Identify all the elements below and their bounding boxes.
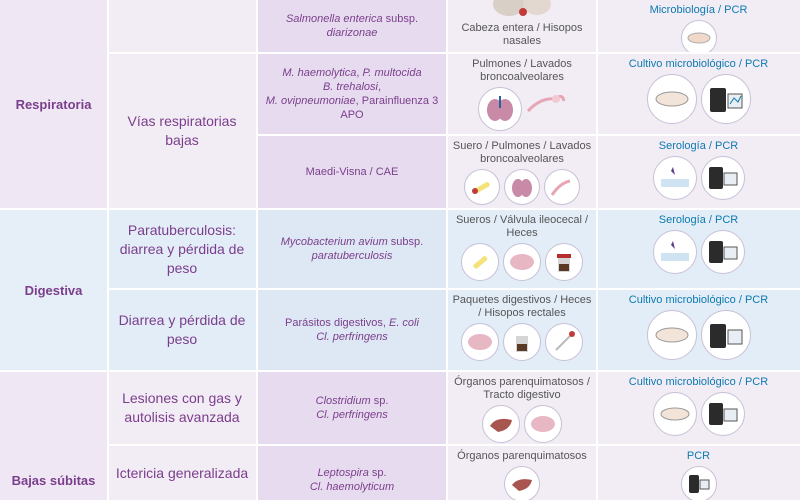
sample-text: Paquetes digestivos / Heces / Hisopos re… — [452, 294, 592, 319]
petri-dish-icon — [646, 74, 697, 124]
sample-text: Suero / Pulmones / Lavados broncoalveola… — [452, 140, 592, 165]
subsystem-cell: Diarrea y pérdida de peso — [107, 290, 257, 370]
subsystem-cell — [107, 0, 257, 52]
lavage-tube-icon — [544, 169, 580, 205]
agent-cell: Clostridium sp. Cl. perfringens — [257, 372, 447, 444]
row-divider — [107, 52, 800, 54]
liver-icon — [482, 405, 520, 443]
sample-text: Órganos parenquimatosos — [457, 450, 587, 462]
intestine-icon — [524, 405, 562, 443]
agent-text: Parásitos digestivos, E. coli Cl. perfrin… — [285, 317, 419, 343]
row-divider — [107, 288, 800, 290]
system-respiratoria: Respiratoria — [15, 96, 92, 112]
pcr-machine-icon — [680, 466, 717, 500]
agent-text: Salmonella enterica subsp. diarizonae — [285, 13, 419, 39]
column-divider — [107, 0, 109, 500]
blood-tube-icon — [464, 169, 500, 205]
subsystem-text: Paratuberculosis: diarrea y pérdida de p… — [119, 221, 245, 276]
feces-jar-icon — [503, 323, 541, 361]
technique-text: Serología / PCR — [658, 214, 739, 226]
technique-text: Cultivo microbiológico / PCR — [628, 58, 769, 70]
subsystem-cell: Lesiones con gas y autolisis avanzada — [107, 372, 257, 444]
elisa-plate-icon — [652, 156, 697, 200]
agent-cell: M. haemolytica, P. multocida B. trehalosi… — [257, 54, 447, 134]
agent-text: Clostridium sp. Cl. perfringens — [315, 395, 389, 421]
sample-cell: Sueros / Válvula ileocecal / Heces — [447, 210, 597, 288]
sample-cell: Órganos parenquimatosos / Tracto digesti… — [447, 372, 597, 444]
technique-cell: Cultivo microbiológico / PCR — [597, 290, 800, 370]
lavage-tube-icon — [526, 94, 566, 113]
technique-text: Cultivo microbiológico / PCR — [628, 376, 769, 388]
technique-text: Cultivo microbiológico / PCR — [628, 294, 769, 306]
sample-cell: Cabeza entera / Hisopos nasales — [447, 0, 597, 52]
row-divider — [107, 444, 800, 446]
pcr-machine-icon — [700, 230, 745, 274]
agent-cell: Leptospira sp. Cl. haemolyticum — [257, 446, 447, 500]
sample-cell: Paquetes digestivos / Heces / Hisopos re… — [447, 290, 597, 370]
technique-cell: PCR — [597, 446, 800, 500]
liver-icon — [504, 466, 540, 500]
agent-text: Maedi-Visna / CAE — [305, 166, 399, 178]
pcr-machine-icon — [700, 156, 745, 200]
row-divider — [257, 134, 800, 136]
technique-text: PCR — [686, 450, 711, 462]
petri-dish-icon — [680, 20, 717, 56]
column-divider — [446, 0, 448, 500]
technique-text: Microbiología / PCR — [649, 4, 748, 16]
band-divider — [0, 208, 800, 210]
pcr-machine-icon — [700, 392, 745, 436]
sample-text: Sueros / Válvula ileocecal / Heces — [455, 214, 589, 239]
subsystem-cell: Ictericia generalizada — [107, 446, 257, 500]
pcr-machine-icon — [700, 74, 751, 124]
petri-dish-icon — [646, 310, 697, 360]
elisa-plate-icon — [652, 230, 697, 274]
pcr-machine-icon — [700, 310, 751, 360]
sheep-head-icon — [493, 0, 551, 16]
subsystem-cell: Paratuberculosis: diarrea y pérdida de p… — [107, 210, 257, 288]
system-bajas-subitas: Bajas súbitas — [11, 472, 96, 488]
feces-jar-icon — [545, 243, 583, 281]
agent-text: M. haemolytica, P. multocida B. trehalosi… — [265, 67, 439, 121]
subsystem-text: Ictericia generalizada — [115, 464, 249, 481]
intestine-icon — [461, 323, 499, 361]
technique-cell: Serología / PCR — [597, 136, 800, 208]
subsystem-text: Vías respiratorias bajas — [127, 113, 237, 148]
subsystem-text: Lesiones con gas y autolisis avanzada — [122, 390, 242, 425]
sample-text: Cabeza entera / Hisopos nasales — [461, 22, 583, 47]
sample-text: Órganos parenquimatosos / Tracto digesti… — [454, 376, 590, 401]
lungs-icon — [478, 87, 522, 131]
subsystem-cell: Vías respiratorias bajas — [107, 54, 257, 208]
rectal-swab-icon — [545, 323, 583, 361]
agent-cell: Salmonella enterica subsp. diarizonae — [257, 0, 447, 52]
agent-cell: Parásitos digestivos, E. coli Cl. perfrin… — [257, 290, 447, 370]
agent-cell: Mycobacterium avium subsp. paratuberculos… — [257, 210, 447, 288]
system-digestiva: Digestiva — [24, 282, 83, 298]
technique-cell: Cultivo microbiológico / PCR — [597, 372, 800, 444]
technique-text: Serología / PCR — [658, 140, 739, 152]
agent-text: Mycobacterium avium subsp. paratuberculos… — [280, 236, 424, 262]
sample-cell: Órganos parenquimatosos — [447, 446, 597, 500]
band-divider — [0, 370, 800, 372]
sample-cell: Pulmones / Lavados broncoalveolares — [447, 54, 597, 134]
sample-text: Pulmones / Lavados broncoalveolares — [472, 58, 572, 83]
technique-cell: Serología / PCR — [597, 210, 800, 288]
agent-text: Leptospira sp. Cl. haemolyticum — [309, 467, 395, 493]
technique-cell: Cultivo microbiológico / PCR — [597, 54, 800, 134]
technique-cell: Microbiología / PCR — [597, 0, 800, 56]
column-divider — [256, 0, 258, 500]
blood-tube-icon — [461, 243, 499, 281]
agent-cell: Maedi-Visna / CAE — [257, 136, 447, 208]
petri-dish-icon — [652, 392, 697, 436]
intestine-icon — [503, 243, 541, 281]
lungs-icon — [504, 169, 540, 205]
sample-cell: Suero / Pulmones / Lavados broncoalveola… — [447, 136, 597, 208]
subsystem-text: Diarrea y pérdida de peso — [118, 312, 246, 347]
column-divider — [596, 0, 598, 500]
